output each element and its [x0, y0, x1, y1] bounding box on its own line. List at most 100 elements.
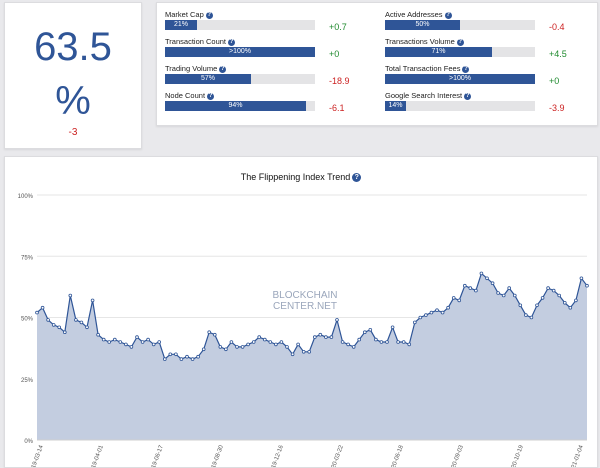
data-point	[157, 340, 162, 344]
y-tick-label: 75%	[21, 255, 34, 261]
chart-title-text: The Flippening Index Trend	[240, 172, 351, 182]
data-point	[390, 325, 395, 330]
y-tick-label: 50%	[21, 317, 34, 323]
metric-label: Active Addresses?	[385, 10, 452, 19]
metric-label-text: Market Cap	[165, 10, 204, 19]
data-point	[79, 320, 84, 325]
data-point	[96, 332, 100, 337]
data-point	[474, 288, 478, 293]
metric-progress-bar: 94%	[165, 101, 315, 111]
data-point	[429, 310, 434, 315]
data-point	[335, 318, 339, 322]
data-point	[107, 340, 111, 344]
data-point	[546, 286, 550, 290]
flippening-score-value: 63.5	[34, 25, 112, 69]
data-point	[163, 357, 167, 361]
help-icon[interactable]: ?	[464, 92, 472, 100]
series-line	[36, 272, 588, 361]
help-icon[interactable]: ?	[444, 11, 452, 19]
data-point	[540, 296, 545, 300]
x-tick-label: 20-06-18	[391, 444, 405, 467]
help-icon[interactable]: ?	[205, 11, 213, 19]
data-point	[535, 303, 539, 308]
data-point	[51, 323, 56, 327]
x-tick-label: 20-03-22	[331, 444, 345, 467]
metric-google-search-interest: Google Search Interest? 14% -3.9	[385, 91, 585, 115]
data-point	[346, 342, 350, 347]
data-point	[524, 313, 528, 317]
data-point	[235, 345, 239, 349]
data-point	[224, 347, 228, 352]
data-point	[529, 315, 534, 320]
data-point	[457, 298, 462, 303]
metric-change: -0.4	[549, 22, 565, 32]
y-tick-label: 0%	[24, 439, 33, 445]
data-point	[518, 303, 523, 308]
help-icon[interactable]: ?	[462, 65, 470, 73]
x-tick-label: 19-04-01	[91, 444, 105, 467]
flippening-score-card: 63.5 % -3	[4, 2, 142, 149]
data-point	[285, 345, 289, 349]
data-point	[113, 337, 117, 342]
data-point	[57, 325, 61, 330]
data-point	[90, 298, 95, 303]
data-point	[40, 305, 45, 310]
data-point	[362, 330, 367, 335]
data-point	[351, 345, 356, 349]
metric-change: +0	[329, 49, 340, 59]
data-point	[301, 350, 306, 354]
help-icon[interactable]: ?	[207, 92, 215, 100]
data-point	[562, 301, 567, 305]
metric-node-count: Node Count? 94% -6.1	[165, 91, 365, 115]
metric-trading-volume: Trading Volume? 57% -18.9	[165, 64, 365, 88]
data-point	[324, 335, 328, 339]
data-point	[551, 288, 556, 293]
metric-label-text: Trading Volume	[165, 64, 218, 73]
help-icon[interactable]: ?	[219, 65, 227, 73]
help-icon[interactable]: ?	[228, 38, 236, 46]
data-point	[462, 283, 467, 288]
metric-progress-bar: >100%	[385, 74, 535, 84]
data-point	[396, 340, 400, 344]
watermark-line2: CENTER.NET	[273, 301, 337, 312]
data-point	[568, 305, 573, 310]
data-point	[129, 345, 134, 349]
data-point	[296, 342, 300, 347]
metric-change: +4.5	[549, 49, 567, 59]
data-point	[401, 340, 406, 344]
metric-label-text: Transaction Count	[165, 37, 227, 46]
metric-progress-fill	[165, 47, 315, 57]
data-point	[307, 350, 312, 354]
metric-progress-bar: 50%	[385, 20, 535, 30]
data-point	[501, 293, 506, 298]
metric-change: +0	[549, 76, 560, 86]
data-point	[290, 352, 295, 357]
y-tick-label: 100%	[18, 194, 34, 200]
data-point	[229, 340, 234, 344]
x-tick-label: 20-10-19	[511, 444, 525, 467]
help-icon[interactable]: ?	[456, 38, 464, 46]
metric-progress-text: 14%	[388, 102, 403, 109]
data-point	[585, 283, 589, 288]
data-point	[101, 337, 106, 342]
flippening-score-change: -3	[68, 127, 78, 138]
metric-label-text: Google Search Interest	[385, 91, 463, 100]
metric-progress-text: 50%	[415, 21, 430, 28]
metric-change: -18.9	[329, 76, 350, 86]
metric-progress-text: 57%	[200, 75, 215, 82]
metric-progress-text: >100%	[449, 75, 471, 82]
metrics-panel: Market Cap? 21% +0.7 Transaction Count? >100…	[156, 2, 598, 126]
data-point	[412, 320, 417, 325]
help-icon[interactable]: ?	[352, 173, 362, 183]
metric-active-addresses: Active Addresses? 50% -0.4	[385, 10, 585, 34]
data-point	[418, 315, 423, 320]
data-point	[124, 342, 128, 347]
metric-progress-bar: 14%	[385, 101, 535, 111]
metric-label-text: Total Transaction Fees	[385, 64, 461, 73]
data-point	[185, 354, 189, 359]
metric-progress-bar: 71%	[385, 47, 535, 57]
data-point	[574, 298, 578, 303]
metric-progress-text: 94%	[228, 102, 243, 109]
data-point	[168, 352, 173, 357]
data-point	[46, 318, 50, 322]
